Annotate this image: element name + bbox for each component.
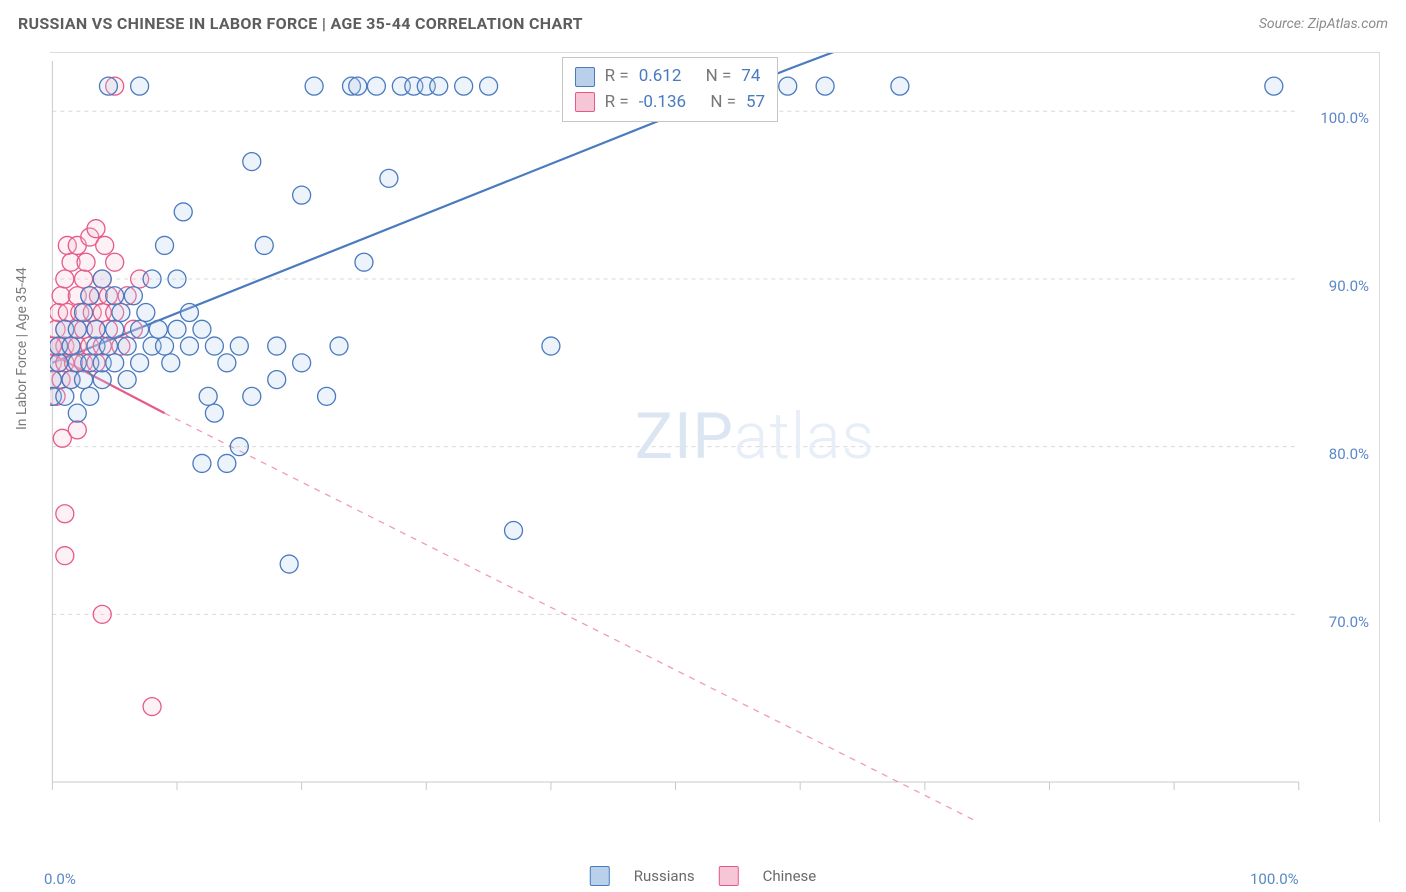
x-tick-label: 100.0% bbox=[1250, 870, 1299, 888]
n-label: N = bbox=[710, 90, 736, 116]
r-value-russians: 0.612 bbox=[639, 64, 682, 90]
scatter-plot-svg bbox=[50, 53, 1379, 822]
n-value-chinese: 57 bbox=[746, 90, 765, 116]
correlation-stats-box: R = 0.612 N = 74 R = -0.136 N = 57 bbox=[562, 57, 778, 122]
y-tick-label: 100.0% bbox=[1320, 109, 1369, 127]
r-value-chinese: -0.136 bbox=[639, 90, 686, 116]
swatch-chinese bbox=[575, 92, 595, 112]
y-axis-label: In Labor Force | Age 35-44 bbox=[14, 267, 30, 430]
legend: Russians Chinese bbox=[590, 866, 816, 886]
legend-label-russians: Russians bbox=[634, 867, 695, 885]
source-attribution: Source: ZipAtlas.com bbox=[1259, 16, 1388, 32]
chart-title: RUSSIAN VS CHINESE IN LABOR FORCE | AGE … bbox=[18, 14, 583, 33]
r-label: R = bbox=[605, 90, 629, 116]
chart-area: ZIPatlas R = 0.612 N = 74 R = -0.136 N =… bbox=[50, 52, 1380, 822]
n-value-russians: 74 bbox=[741, 64, 760, 90]
r-label: R = bbox=[605, 64, 629, 90]
swatch-russians bbox=[575, 67, 595, 87]
n-label: N = bbox=[706, 64, 732, 90]
legend-swatch-russians bbox=[590, 866, 610, 886]
stats-row-chinese: R = -0.136 N = 57 bbox=[575, 90, 765, 116]
stats-row-russians: R = 0.612 N = 74 bbox=[575, 64, 765, 90]
legend-swatch-chinese bbox=[719, 866, 739, 886]
x-tick-label: 0.0% bbox=[44, 870, 76, 888]
y-tick-label: 80.0% bbox=[1329, 445, 1369, 463]
legend-label-chinese: Chinese bbox=[763, 867, 817, 885]
y-tick-label: 90.0% bbox=[1329, 277, 1369, 295]
y-tick-label: 70.0% bbox=[1329, 613, 1369, 631]
